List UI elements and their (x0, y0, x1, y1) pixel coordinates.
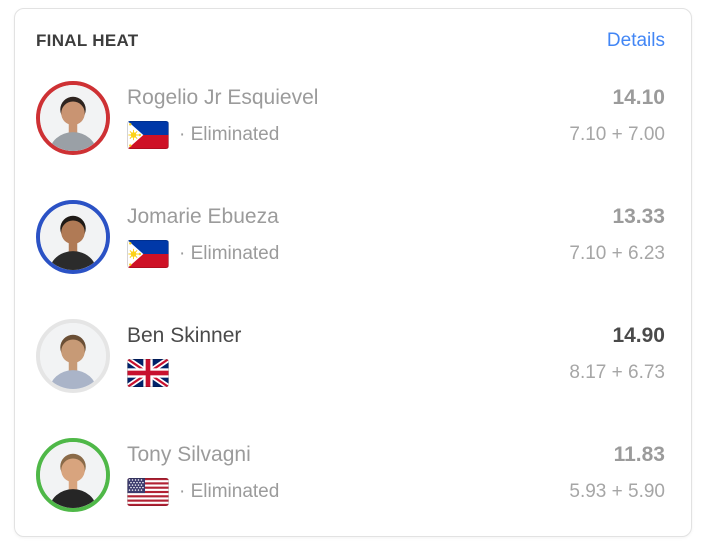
athlete-info: Rogelio Jr Esquievel · Eliminated (127, 86, 569, 149)
score-column: 11.83 5.93 + 5.90 (569, 443, 665, 506)
athlete-portrait (40, 203, 106, 270)
total-score: 13.33 (612, 205, 665, 228)
card-header: FINAL HEAT Details (15, 9, 691, 57)
avatar (36, 437, 110, 512)
united-kingdom-flag-icon (127, 359, 169, 387)
score-breakdown: 5.93 + 5.90 (569, 481, 665, 502)
philippines-flag-icon (127, 240, 169, 268)
avatar (36, 80, 110, 155)
athlete-portrait (40, 441, 106, 508)
athlete-row[interactable]: Rogelio Jr Esquievel · Eliminated 14.10 … (15, 58, 691, 177)
philippines-flag-icon (127, 121, 169, 149)
avatar (36, 318, 110, 393)
united-states-flag-icon (127, 478, 169, 506)
athlete-info: Jomarie Ebueza · Eliminated (127, 205, 569, 268)
total-score: 14.90 (612, 324, 665, 347)
heat-title: FINAL HEAT (36, 31, 139, 50)
athlete-list: Rogelio Jr Esquievel · Eliminated 14.10 … (15, 58, 691, 534)
total-score: 11.83 (613, 443, 665, 466)
avatar (36, 199, 110, 274)
athlete-name: Tony Silvagni (127, 443, 251, 466)
status-text: · Eliminated (179, 124, 280, 145)
athlete-row[interactable]: Tony Silvagni · Eliminated 11.83 5.93 + … (15, 415, 691, 534)
score-breakdown: 7.10 + 7.00 (569, 124, 665, 145)
score-breakdown: 7.10 + 6.23 (569, 243, 665, 264)
status-text: · Eliminated (179, 481, 280, 502)
score-column: 13.33 7.10 + 6.23 (569, 205, 665, 268)
athlete-meta: · Eliminated (127, 478, 569, 506)
athlete-name: Ben Skinner (127, 324, 242, 347)
athlete-name: Rogelio Jr Esquievel (127, 86, 319, 109)
details-link[interactable]: Details (606, 30, 665, 51)
status-text: · Eliminated (179, 243, 280, 264)
athlete-meta: · Eliminated (127, 240, 569, 268)
athlete-meta: · Eliminated (127, 121, 569, 149)
athlete-portrait (40, 322, 106, 389)
final-heat-card: FINAL HEAT Details Rogelio Jr Esquievel … (14, 8, 692, 537)
score-breakdown: 8.17 + 6.73 (569, 362, 665, 383)
athlete-info: Tony Silvagni · Eliminated (127, 443, 569, 506)
score-column: 14.10 7.10 + 7.00 (569, 86, 665, 149)
athlete-row[interactable]: Jomarie Ebueza · Eliminated 13.33 7.10 +… (15, 177, 691, 296)
athlete-portrait (40, 84, 106, 151)
athlete-name: Jomarie Ebueza (127, 205, 279, 228)
athlete-info: Ben Skinner (127, 324, 569, 387)
athlete-row[interactable]: Ben Skinner 14.90 8.17 + 6.73 (15, 296, 691, 415)
score-column: 14.90 8.17 + 6.73 (569, 324, 665, 387)
total-score: 14.10 (612, 86, 665, 109)
athlete-meta (127, 359, 569, 387)
